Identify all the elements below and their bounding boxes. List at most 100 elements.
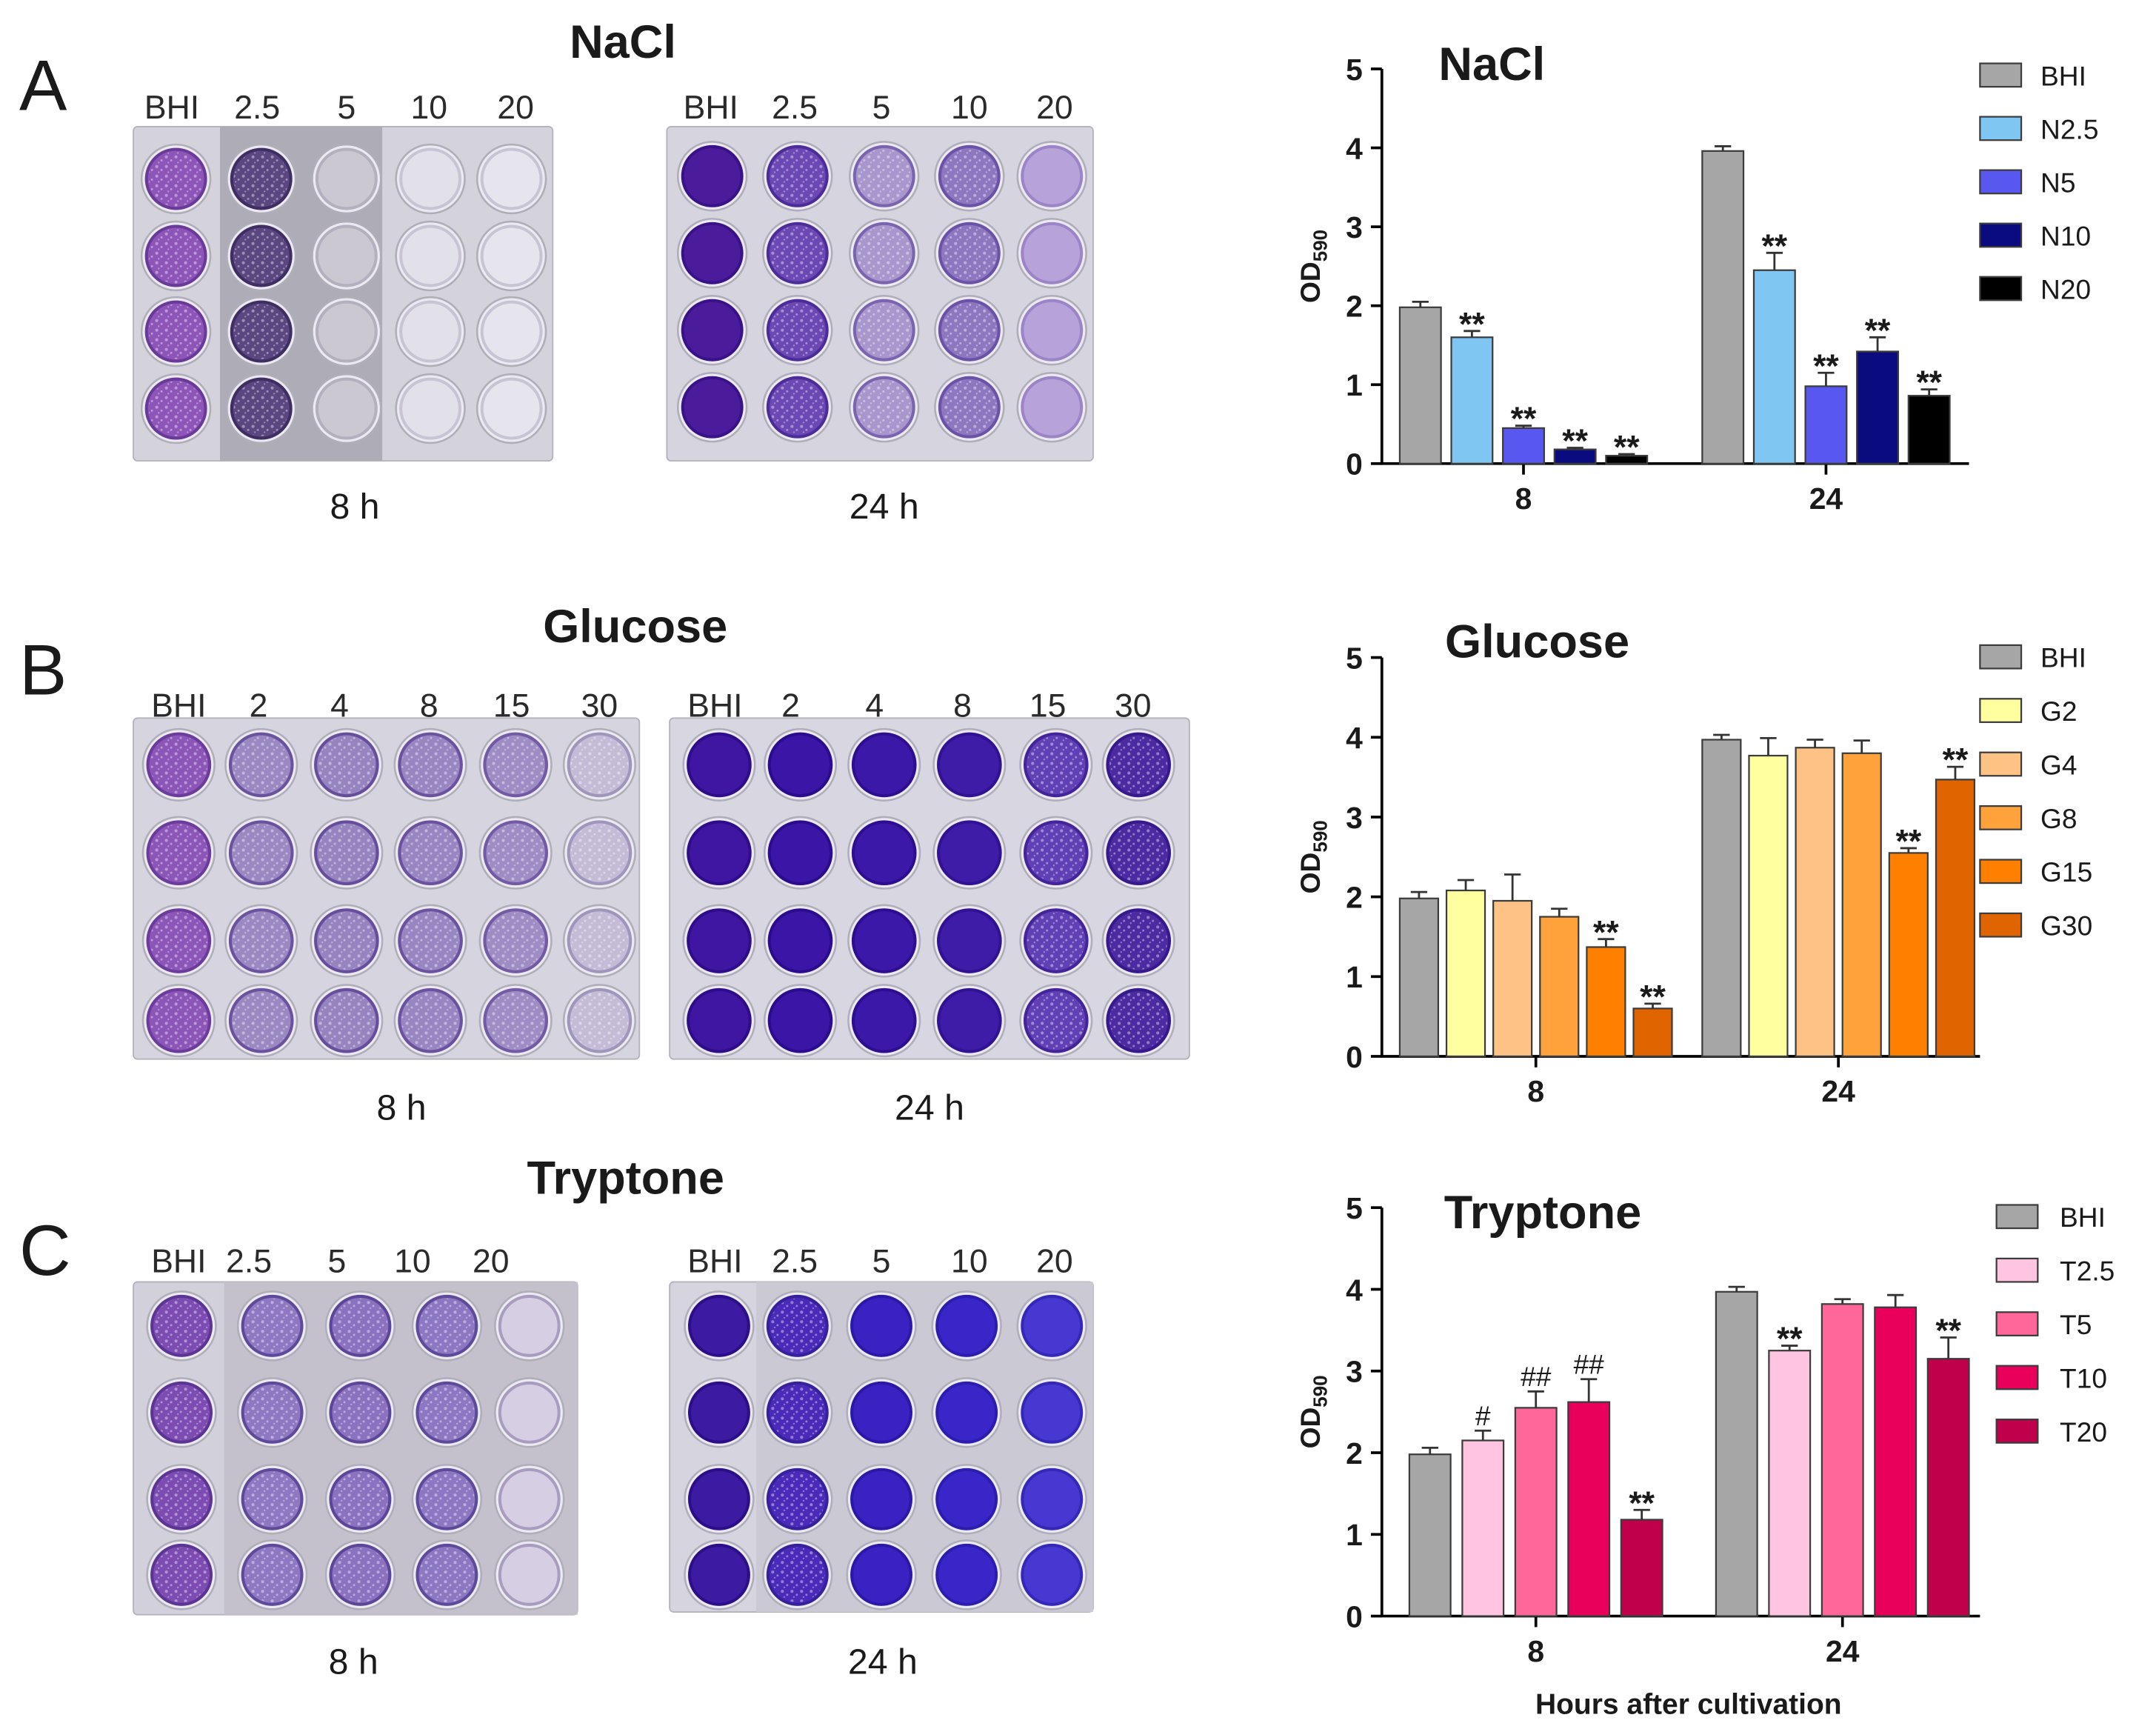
well-stain (687, 1294, 750, 1357)
well-stain (399, 147, 462, 210)
well (393, 727, 467, 802)
well-stain (687, 1543, 750, 1606)
panel-label-b: B (19, 631, 67, 710)
well-stain (937, 732, 1002, 798)
y-axis-title: OD590 (1295, 820, 1331, 893)
well (562, 816, 637, 890)
well (847, 904, 921, 978)
legend-label: N2.5 (2040, 113, 2098, 144)
well-stain (498, 1543, 561, 1606)
well-texture (233, 151, 289, 207)
plate-column-label: 4 (330, 687, 349, 724)
y-axis-title-main: OD (1295, 1407, 1326, 1449)
well (1016, 1290, 1087, 1362)
well-stain (935, 1381, 998, 1444)
well-texture (1109, 736, 1168, 794)
bar-t5-24h (1820, 1303, 1864, 1617)
well (682, 904, 756, 978)
well (226, 296, 297, 367)
bar-g2-8h (1445, 889, 1486, 1058)
well-texture (150, 991, 208, 1050)
bar-g4-8h (1492, 899, 1533, 1058)
well-stain (1021, 1381, 1084, 1444)
legend-label: T10 (2060, 1362, 2107, 1393)
well (931, 1539, 1002, 1610)
well-stain (767, 987, 833, 1053)
well-stain (851, 732, 917, 798)
well (676, 218, 748, 289)
plate-column-label: 20 (1036, 1243, 1073, 1279)
well-texture (487, 824, 545, 882)
well (224, 904, 298, 978)
well-texture (1027, 824, 1085, 882)
well (847, 727, 921, 802)
y-tick-label: 4 (1346, 721, 1363, 755)
well (226, 373, 297, 444)
well (236, 1539, 308, 1610)
well (762, 1290, 833, 1362)
well (932, 727, 1007, 802)
well (236, 1377, 308, 1448)
significance-label: ** (1459, 306, 1485, 342)
bar-t20-24h (1926, 1358, 1970, 1617)
well (140, 373, 212, 444)
legend-label: G4 (2040, 749, 2077, 780)
bar-n5-8h (1502, 427, 1545, 464)
significance-label: ** (1614, 430, 1640, 466)
legend-label: G30 (2040, 910, 2092, 942)
y-tick-label: 3 (1346, 801, 1363, 835)
well (847, 984, 921, 1058)
significance-label: ** (1640, 979, 1666, 1015)
well-texture (232, 736, 290, 794)
well-stain (935, 1543, 998, 1606)
plate-column-label: BHI (687, 1243, 742, 1279)
panel-title-glucose: Glucose (543, 601, 727, 653)
well-texture (317, 912, 376, 970)
bar-t20-8h (1620, 1519, 1663, 1617)
bar-g8-24h (1841, 752, 1882, 1058)
well (310, 904, 384, 978)
well-stain (498, 1381, 561, 1444)
y-tick-label: 0 (1346, 1040, 1363, 1074)
well-texture (570, 736, 629, 794)
well-stain (687, 1381, 750, 1444)
well (763, 984, 838, 1058)
y-tick-label: 2 (1346, 1436, 1363, 1470)
plate-column-label: 5 (872, 1243, 891, 1279)
well (849, 371, 920, 443)
y-tick-label: 2 (1346, 880, 1363, 914)
well (763, 904, 838, 978)
significance-label: ** (1943, 742, 1969, 779)
well (1016, 1464, 1087, 1535)
legend-swatch (1979, 859, 2023, 885)
well-stain (1021, 1468, 1084, 1530)
well-texture (232, 824, 290, 882)
well-texture (244, 1298, 300, 1353)
significance-label: ## (1521, 1361, 1552, 1392)
well-texture (233, 304, 289, 359)
significance-label: ** (1593, 914, 1619, 950)
well-stain (687, 820, 752, 886)
well-texture (148, 228, 204, 284)
well (849, 295, 920, 366)
well (1016, 371, 1087, 443)
y-tick-label: 2 (1346, 290, 1363, 324)
legend-label: T20 (2060, 1416, 2107, 1448)
bar-t2-5-24h (1768, 1350, 1812, 1617)
legend-swatch (1995, 1418, 2039, 1444)
legend-label: N20 (2040, 273, 2091, 304)
significance-label: # (1475, 1400, 1491, 1431)
well-texture (153, 1471, 210, 1527)
plate-column-label: BHI (151, 1243, 206, 1279)
bar-g8-8h (1539, 916, 1580, 1058)
well-texture (232, 912, 290, 970)
well (763, 816, 838, 890)
well (684, 1539, 755, 1610)
plate-column-label: 10 (410, 90, 447, 126)
legend-label: T5 (2060, 1309, 2092, 1340)
y-axis-title-subscript: 590 (1309, 820, 1332, 852)
well (846, 1290, 917, 1362)
well (141, 984, 216, 1058)
chart-title: NaCl (1438, 39, 1545, 90)
